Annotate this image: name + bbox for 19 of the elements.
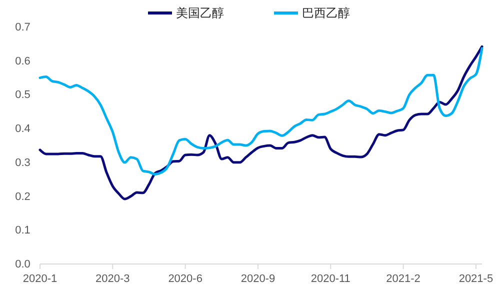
x-tick-label: 2020-11 [310, 272, 350, 285]
x-tick-label: 2020-6 [168, 272, 202, 285]
x-tick-label: 2020-3 [96, 272, 130, 285]
y-tick-label: 0.4 [15, 123, 30, 136]
y-tick-label: 0.3 [15, 156, 30, 169]
x-tick-label: 2021-5 [458, 272, 494, 285]
line-series [38, 45, 484, 200]
x-tick-label: 2020-1 [22, 272, 58, 285]
line-series [38, 47, 484, 176]
x-tick-label: 2021-2 [386, 272, 420, 285]
y-tick-label: 0.5 [15, 89, 30, 102]
y-tick-label: 0.0 [15, 258, 30, 271]
y-tick-label: 0.7 [15, 22, 30, 34]
x-tick-label: 2020-9 [240, 272, 276, 285]
y-tick-label: 0.2 [15, 190, 30, 203]
legend-label: 巴西乙醇 [302, 6, 350, 20]
legend-label: 美国乙醇 [176, 6, 224, 20]
y-tick-label: 0.6 [15, 55, 30, 68]
y-tick-label: 0.1 [15, 224, 30, 237]
